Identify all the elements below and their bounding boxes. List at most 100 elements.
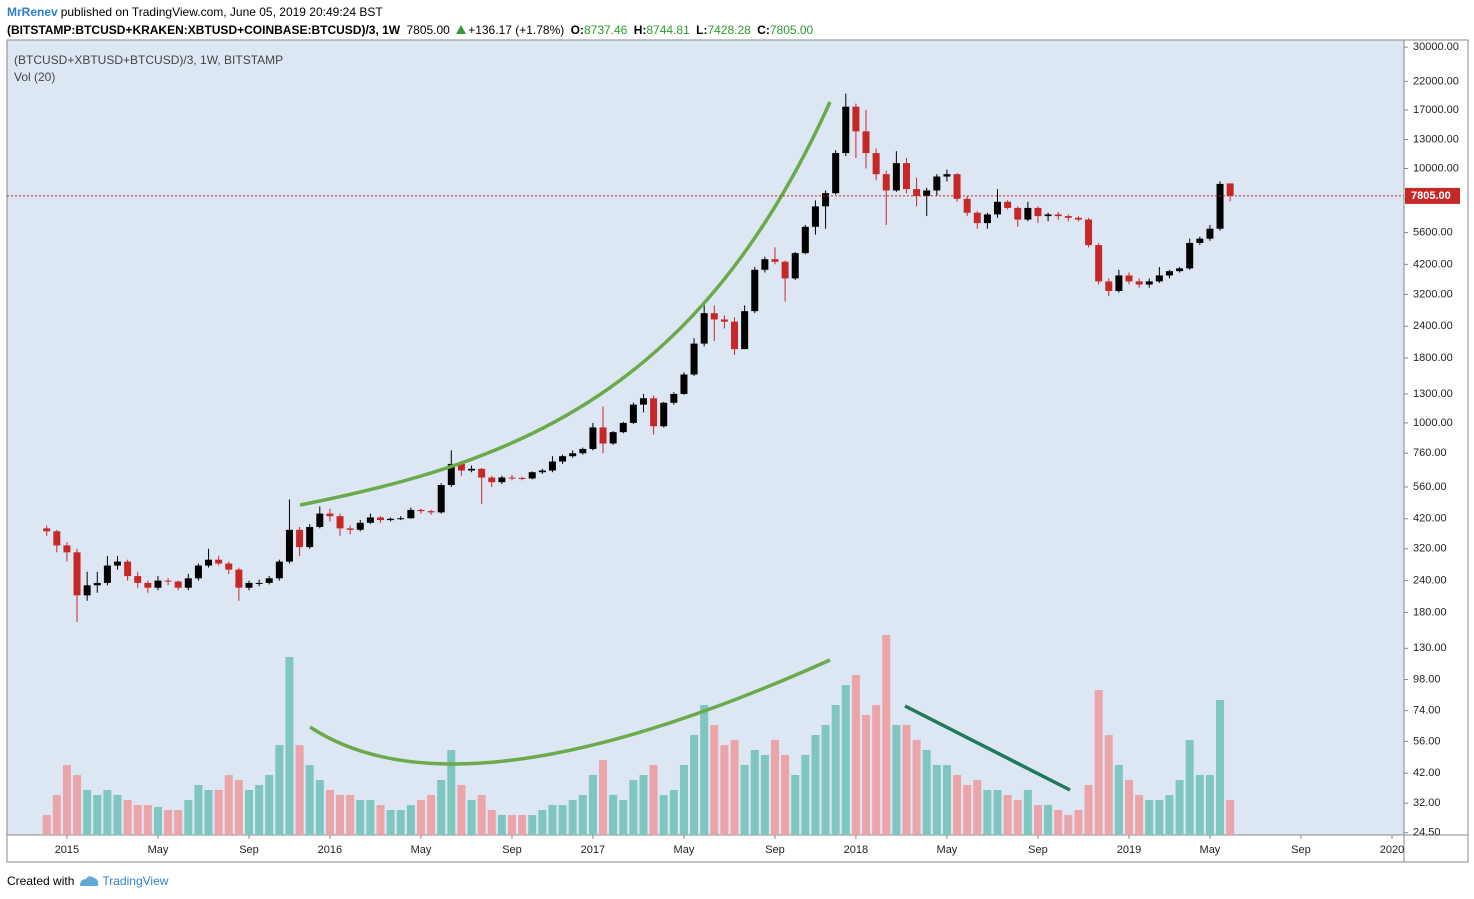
y-tick-label: 17000.00	[1413, 104, 1459, 116]
author[interactable]: MrRenev	[7, 5, 58, 19]
candle-body	[478, 468, 486, 478]
last-price-box	[1405, 187, 1460, 204]
volume-bar	[356, 800, 365, 835]
candle-body	[690, 343, 698, 375]
volume-bar	[1145, 800, 1154, 835]
volume-bar	[406, 805, 415, 835]
candle-body	[1004, 201, 1012, 208]
candle-body	[528, 472, 536, 479]
candle-body	[498, 477, 506, 483]
candle-body	[1165, 271, 1173, 276]
volume-bar	[42, 815, 51, 835]
candle-body	[872, 153, 880, 175]
change: +136.17 (+1.78%)	[468, 23, 565, 37]
y-tick-label: 320.00	[1413, 543, 1447, 555]
y-tick-label: 32.00	[1413, 797, 1441, 809]
volume-bar	[113, 795, 122, 835]
volume-bar	[963, 785, 972, 835]
candle-body	[1125, 275, 1133, 282]
last-price-label: 7805.00	[1411, 190, 1451, 202]
volume-bar	[690, 735, 699, 835]
candle-body	[53, 531, 61, 546]
candle-body	[660, 402, 668, 427]
candle-body	[215, 559, 223, 564]
volume-bar	[599, 760, 608, 835]
volume-bar	[609, 795, 618, 835]
volume-bar	[760, 755, 769, 835]
candle-body	[437, 485, 445, 513]
candle-body	[397, 518, 405, 520]
x-tick-label: May	[937, 844, 958, 856]
volume-bar	[103, 790, 112, 835]
volume-bar	[700, 705, 709, 835]
volume-bar	[1125, 780, 1134, 835]
y-tick-label: 22000.00	[1413, 75, 1459, 87]
candle-body	[366, 517, 374, 523]
candle-body	[852, 106, 860, 132]
volume-bar	[973, 780, 982, 835]
candle-body	[983, 214, 991, 224]
candle-body	[1105, 281, 1113, 292]
o-label: O:	[570, 23, 584, 37]
volume-bar	[336, 795, 345, 835]
candle-body	[1034, 207, 1042, 217]
volume-bar	[467, 800, 476, 835]
candle-body	[963, 198, 971, 213]
x-tick-label: Sep	[765, 844, 785, 856]
volume-bar	[730, 740, 739, 835]
candle-body	[1176, 268, 1184, 272]
volume-bar	[831, 705, 840, 835]
volume-bar	[902, 725, 911, 835]
candle-body	[83, 585, 91, 596]
candle-body	[316, 513, 324, 527]
volume-bar	[791, 775, 800, 835]
volume-bar	[133, 805, 142, 835]
candle-body	[731, 321, 739, 350]
candle-body	[650, 398, 658, 427]
volume-bar	[548, 805, 557, 835]
volume-bar	[1195, 775, 1204, 835]
volume-bar	[315, 780, 324, 835]
candle-body	[1054, 214, 1062, 217]
candle-body	[902, 163, 910, 190]
candle-body	[144, 582, 152, 588]
candle-body	[508, 477, 516, 479]
volume-bar	[862, 715, 871, 835]
candle-body	[73, 552, 81, 596]
x-tick-label: Sep	[1291, 844, 1311, 856]
volume-bar	[234, 780, 243, 835]
volume-bar	[1155, 800, 1164, 835]
volume-bar	[153, 807, 162, 835]
annotation-curve	[309, 658, 831, 766]
candle-body	[1206, 228, 1214, 239]
volume-bar	[872, 705, 881, 835]
volume-bar	[1054, 810, 1063, 835]
volume-bar	[1135, 795, 1144, 835]
volume-bar	[143, 805, 152, 835]
candle-body	[447, 463, 455, 486]
candle-body	[639, 398, 647, 405]
volume-bar	[1094, 690, 1103, 835]
candle-body	[1064, 216, 1072, 218]
volume-layer	[42, 635, 1235, 835]
y-tick-label: 24.50	[1413, 827, 1441, 839]
volume-bar	[770, 740, 779, 835]
h-value: 8744.81	[646, 23, 690, 37]
brand[interactable]: TradingView	[102, 874, 169, 888]
candle-body	[1186, 242, 1194, 269]
candle-body	[559, 456, 567, 462]
volume-bar	[953, 775, 962, 835]
volume-bar	[659, 795, 668, 835]
candle-body	[235, 569, 243, 588]
candle-body	[1095, 245, 1103, 282]
candle-body	[376, 517, 384, 521]
volume-bar	[346, 795, 355, 835]
candle-body	[569, 453, 577, 457]
candle-body	[619, 422, 627, 433]
volume-bar	[265, 775, 274, 835]
candle-body	[1085, 219, 1093, 246]
candle-body	[822, 193, 830, 207]
volume-bar	[538, 810, 547, 835]
volume-bar	[1216, 700, 1225, 835]
candle-body	[761, 259, 769, 270]
